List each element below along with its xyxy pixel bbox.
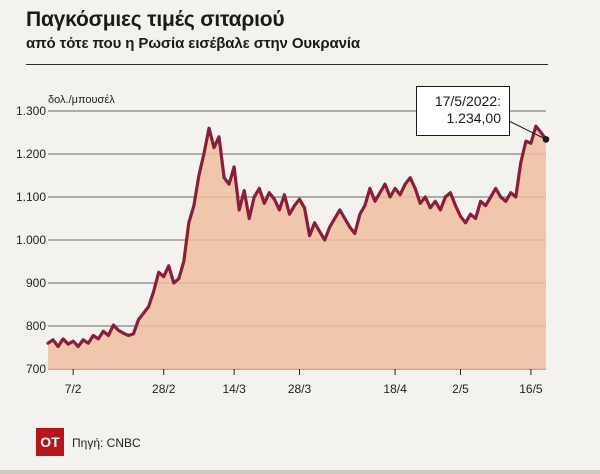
chart-subtitle: από τότε που η Ρωσία εισέβαλε στην Ουκρα… (26, 35, 361, 52)
callout-leader (508, 120, 547, 140)
y-tick-label: 900 (26, 276, 46, 290)
y-axis-label: δολ./μπουσέλ (48, 94, 115, 106)
x-axis: 7/2 28/2 14/3 28/3 18/4 2/5 16/5 (65, 369, 543, 396)
x-tick-label: 14/3 (222, 382, 246, 396)
x-tick-label: 16/5 (519, 382, 543, 396)
x-tick-label: 7/2 (65, 382, 82, 396)
callout-date: 17/5/2022: (434, 93, 501, 109)
source-note: Πηγή: CNBC (72, 436, 141, 450)
price-area (46, 124, 548, 369)
bottom-divider (0, 470, 600, 474)
x-tick-label: 28/3 (288, 382, 312, 396)
y-tick-label: 1.200 (16, 147, 46, 161)
x-tick-label: 28/2 (152, 382, 176, 396)
header-divider (26, 64, 548, 65)
y-tick-label: 1.300 (16, 104, 46, 118)
latest-point (542, 136, 550, 143)
y-tick-label: 1.000 (16, 233, 46, 247)
y-tick-label: 1.100 (16, 190, 46, 204)
x-tick-label: 18/4 (383, 382, 407, 396)
callout-value: 1.234,00 (446, 110, 502, 126)
y-axis: 700 800 900 1.000 1.100 1.200 1.300 (16, 104, 46, 376)
chart-title: Παγκόσμιες τιμές σιταριού (26, 8, 285, 31)
ot-logo: OT (36, 428, 64, 456)
y-tick-label: 800 (26, 319, 46, 333)
x-tick-label: 2/5 (452, 382, 469, 396)
price-callout: 17/5/2022: 1.234,00 (416, 86, 510, 136)
series-line (46, 124, 548, 349)
data-marks (508, 120, 550, 143)
area-fill (48, 126, 546, 369)
y-tick-label: 700 (26, 362, 46, 376)
